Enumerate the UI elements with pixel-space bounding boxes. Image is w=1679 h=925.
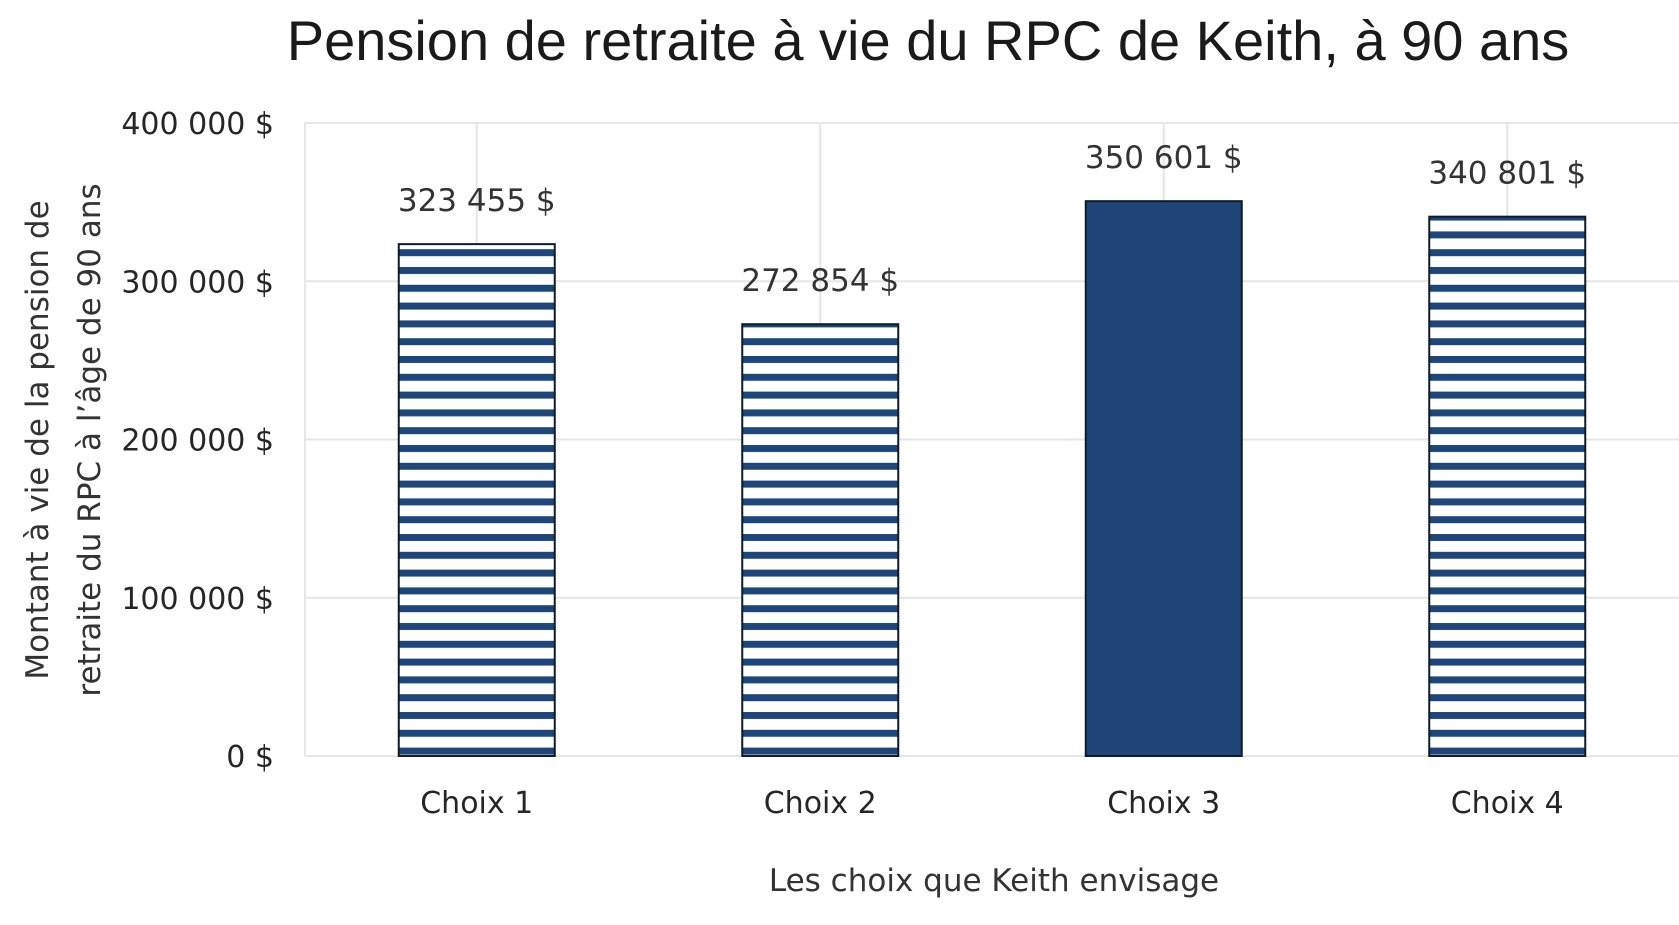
y-tick-label: 400 000 $ [121, 107, 274, 142]
x-tick-label-4: Choix 4 [1451, 786, 1564, 821]
y-axis-title-line-2: retraite du RPC à l’âge de 90 ans [72, 183, 108, 696]
bar-3 [1084, 200, 1243, 758]
y-tick-label: 0 $ [226, 740, 274, 775]
chart-title: Pension de retraite à vie du RPC de Keit… [287, 9, 1570, 72]
x-tick-label-1: Choix 1 [420, 786, 533, 821]
data-label-1: 323 455 $ [398, 183, 556, 219]
y-tick-label: 200 000 $ [121, 424, 274, 459]
data-labels: 323 455 $ 272 854 $ 350 601 $ 340 801 $ [398, 140, 1586, 299]
x-axis-title: Les choix que Keith envisage [769, 863, 1219, 899]
data-label-4: 340 801 $ [1428, 156, 1586, 192]
y-tick-label: 100 000 $ [121, 582, 274, 617]
data-label-3: 350 601 $ [1085, 140, 1243, 176]
y-axis-title: Montant à vie de la pension de retraite … [20, 183, 108, 696]
y-axis-ticks: 0 $ 100 000 $ 200 000 $ 300 000 $ 400 000 $ [121, 107, 274, 775]
x-axis-ticks: Choix 1 Choix 2 Choix 3 Choix 4 [420, 786, 1564, 821]
x-tick-label-2: Choix 2 [764, 786, 877, 821]
x-tick-label-3: Choix 3 [1107, 786, 1220, 821]
y-axis-title-line-1: Montant à vie de la pension de [20, 200, 56, 679]
bar-4 [1428, 215, 1587, 757]
bars [397, 200, 1587, 758]
bar-2 [741, 323, 900, 757]
y-tick-label: 300 000 $ [121, 265, 274, 300]
bar-1 [397, 243, 556, 757]
data-label-2: 272 854 $ [741, 263, 899, 299]
